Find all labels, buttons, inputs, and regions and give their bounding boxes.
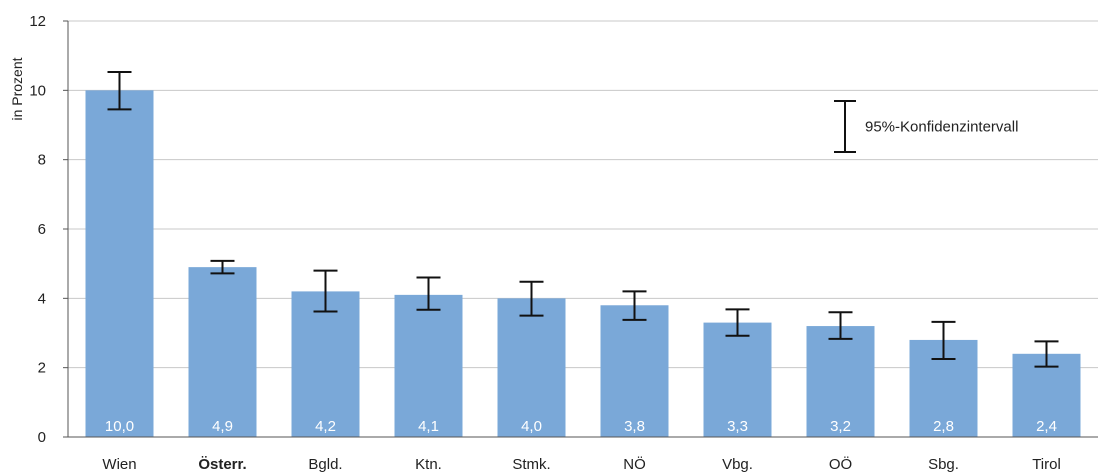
category-label: Vbg. bbox=[722, 456, 753, 473]
y-tick-labels: 0 2 4 6 8 10 12 bbox=[29, 13, 68, 446]
error-bar bbox=[931, 320, 956, 360]
error-bar bbox=[519, 280, 544, 317]
bar bbox=[1012, 353, 1081, 437]
error-bar bbox=[107, 70, 132, 111]
y-axis-label: in Prozent bbox=[9, 57, 25, 120]
y-tick-label: 12 bbox=[29, 13, 46, 30]
data-label: 2,4 bbox=[1036, 418, 1057, 435]
data-label: 4,9 bbox=[212, 418, 233, 435]
bar bbox=[85, 90, 154, 437]
legend: 95%-Konfidenzintervall bbox=[834, 100, 1018, 153]
confidence-interval-icon bbox=[834, 100, 856, 153]
data-labels: 10,0 4,9 4,2 4,1 4,0 3,8 3,3 3,2 2,8 2,4 bbox=[105, 418, 1057, 435]
bar bbox=[497, 298, 566, 437]
category-label: Bgld. bbox=[308, 456, 342, 473]
data-label: 4,0 bbox=[521, 418, 542, 435]
category-label: Wien bbox=[102, 456, 136, 473]
legend-label: 95%-Konfidenzintervall bbox=[865, 119, 1018, 136]
y-tick-label: 6 bbox=[38, 221, 46, 238]
data-label: 3,8 bbox=[624, 418, 645, 435]
y-tick-label: 10 bbox=[29, 82, 46, 99]
error-bar bbox=[313, 269, 338, 313]
error-bar bbox=[622, 290, 647, 321]
error-bar bbox=[828, 311, 853, 340]
data-label: 3,2 bbox=[830, 418, 851, 435]
error-bars bbox=[107, 70, 1059, 368]
category-label: OÖ bbox=[829, 455, 852, 473]
data-label: 3,3 bbox=[727, 418, 748, 435]
category-label: Tirol bbox=[1032, 456, 1061, 473]
category-label: Österr. bbox=[198, 456, 246, 473]
bar bbox=[806, 326, 875, 437]
error-bar bbox=[416, 276, 441, 311]
bars bbox=[85, 90, 1081, 437]
data-label: 4,1 bbox=[418, 418, 439, 435]
y-tick-label: 8 bbox=[38, 152, 46, 169]
category-label: Sbg. bbox=[928, 456, 959, 473]
bar bbox=[188, 267, 257, 437]
y-tick-label: 0 bbox=[38, 429, 46, 446]
bar bbox=[600, 305, 669, 437]
data-label: 4,2 bbox=[315, 418, 336, 435]
category-label: NÖ bbox=[623, 455, 646, 473]
category-labels: Wien Österr. Bgld. Ktn. Stmk. NÖ Vbg. OÖ Sbg. Tir… bbox=[102, 455, 1060, 473]
bar bbox=[703, 322, 772, 437]
category-label: Ktn. bbox=[415, 456, 442, 473]
bar bbox=[394, 294, 463, 437]
data-label: 2,8 bbox=[933, 418, 954, 435]
y-tick-label: 4 bbox=[38, 290, 46, 307]
category-label: Stmk. bbox=[512, 456, 550, 473]
error-bar bbox=[1034, 340, 1059, 368]
error-bar bbox=[725, 308, 750, 337]
data-label: 10,0 bbox=[105, 418, 134, 435]
error-bar bbox=[210, 259, 235, 275]
bar bbox=[291, 291, 360, 437]
y-tick-label: 2 bbox=[38, 360, 46, 377]
